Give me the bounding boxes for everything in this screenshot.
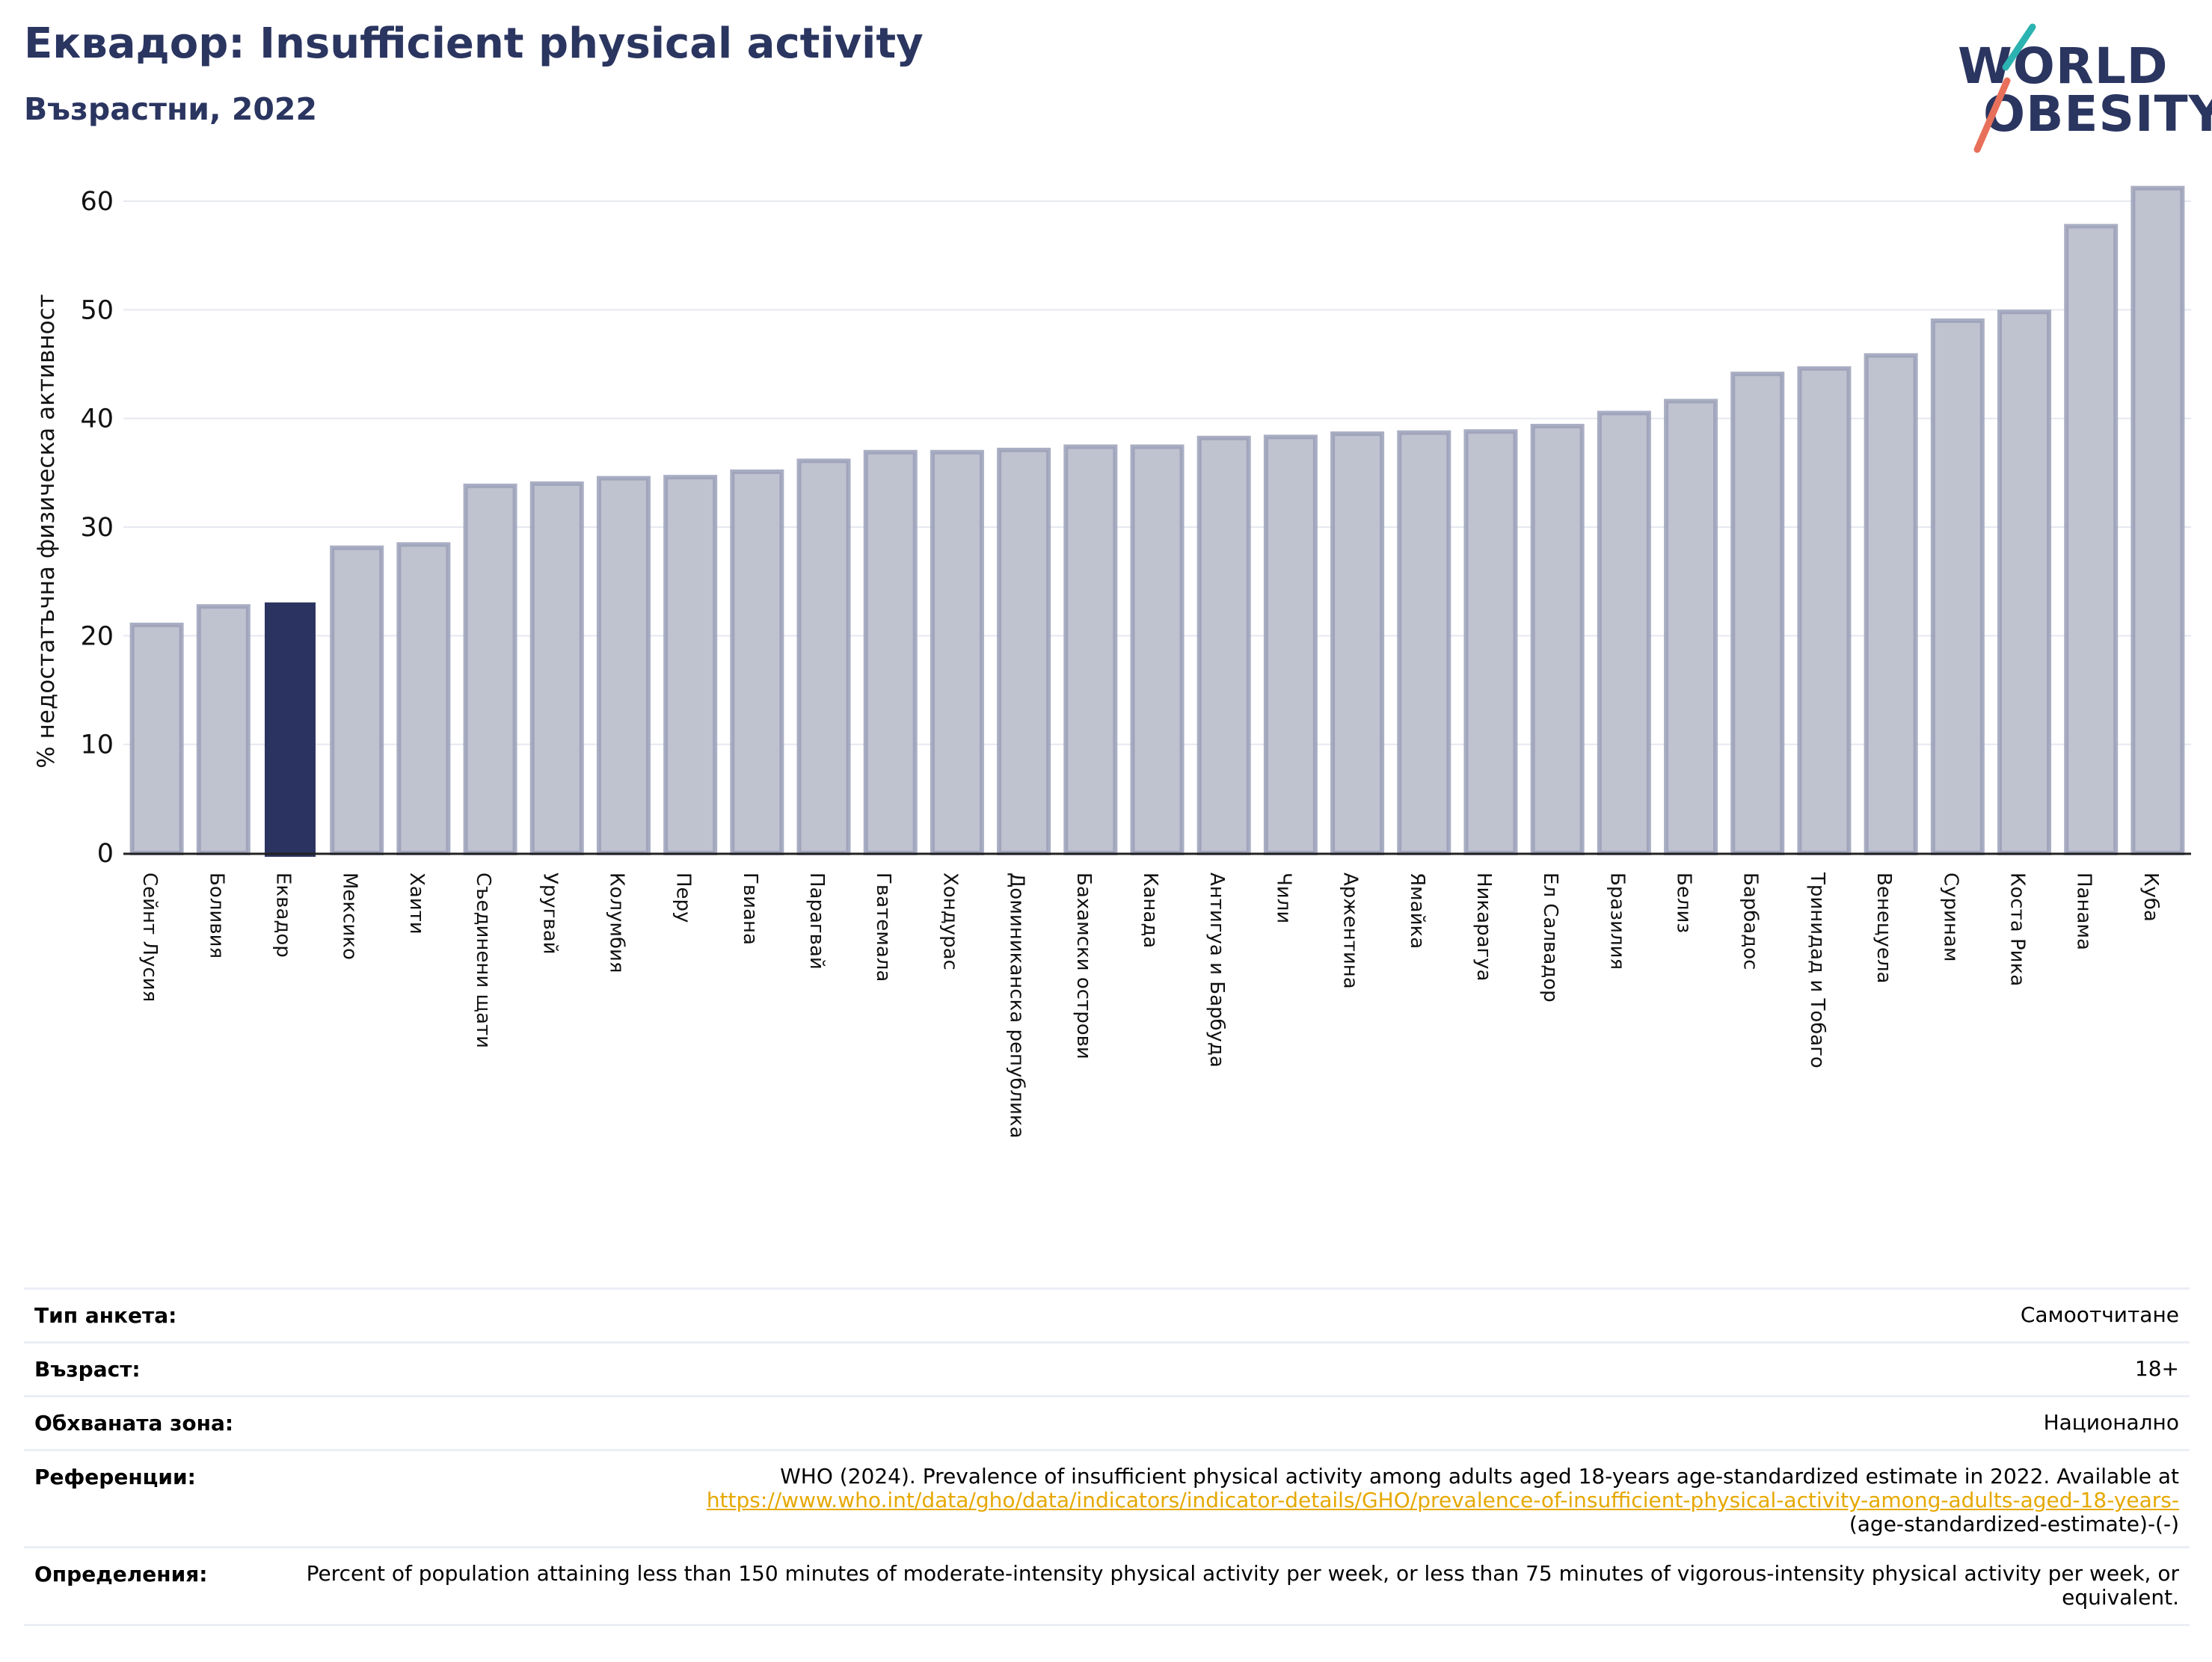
area-value: Национално (2043, 1410, 2179, 1435)
bar-highlighted (264, 602, 316, 857)
age-value: 18+ (2134, 1356, 2179, 1381)
bar (863, 449, 918, 855)
category-label: Чили (1272, 872, 1294, 923)
bar (1463, 429, 1518, 855)
category-label: Белиз (1673, 872, 1695, 933)
bar-chart: 0 10 20 30 40 50 60 Сейнт Лусия Боливия Еквадор М… (33, 185, 2191, 1139)
info-table: Тип анкета: Самоотчитане Възраст: 18+ Об… (24, 1287, 2190, 1626)
area-label: Обхваната зона: (34, 1411, 234, 1435)
info-row-definitions: Определения: Percent of population attai… (24, 1548, 2190, 1626)
bar (930, 449, 984, 855)
info-row-area: Обхваната зона: Национално (24, 1397, 2190, 1451)
category-label: Никарагуа (1472, 872, 1495, 982)
category-label: Ел Салвадор (1539, 872, 1561, 1003)
y-tick-labels: 0 10 20 30 40 50 60 (80, 187, 114, 869)
category-label: Бахамски острови (1072, 872, 1095, 1059)
category-label: Сейнт Лусия (138, 872, 161, 1002)
references-label: Референции: (34, 1465, 196, 1489)
bar (1330, 431, 1385, 855)
category-label: Ямайка (1406, 872, 1428, 949)
survey-value: Самоотчитане (2020, 1302, 2179, 1327)
category-label: Венецуела (1872, 872, 1895, 983)
y-tick-label: 20 (80, 621, 114, 651)
category-label: Коста Рика (2006, 872, 2029, 986)
world-obesity-logo: WORLD OBESITY (1944, 21, 2212, 156)
bar (596, 475, 651, 855)
logo-slash-icon (1973, 23, 2036, 153)
bar (1730, 372, 1785, 855)
category-label: Боливия (205, 872, 227, 958)
bar (1263, 434, 1318, 855)
references-tail: (age-standardized-estimate)-(-) (1849, 1512, 2179, 1537)
age-label: Възраст: (34, 1357, 141, 1382)
category-label: Парагвай (805, 872, 828, 970)
bar (1797, 366, 1852, 856)
bar (1864, 353, 1918, 855)
definitions-value: Percent of population attaining less tha… (306, 1561, 2179, 1610)
page-title: Еквадор: Insufficient physical activity (24, 19, 924, 68)
category-label: Хондурас (938, 872, 961, 970)
category-labels: Сейнт Лусия Боливия Еквадор Мексико Хаити Съе… (138, 872, 2162, 1139)
bar (1130, 444, 1185, 855)
bar (1196, 435, 1251, 855)
references-text: WHO (2024). Prevalence of insufficient p… (780, 1464, 2179, 1489)
definitions-label: Определения: (34, 1562, 208, 1586)
category-label: Барбадос (1739, 872, 1762, 970)
category-label: Бразилия (1606, 872, 1628, 970)
y-tick-label: 60 (80, 187, 114, 217)
bar (196, 604, 251, 855)
bar (1063, 444, 1118, 855)
category-label: Гвиана (739, 872, 761, 945)
y-axis-label: % недостатъчна физическа активност (33, 294, 60, 768)
category-label: Колумбия (605, 872, 627, 973)
bar (2064, 224, 2119, 855)
category-label: Мексико (339, 872, 361, 960)
info-row-age: Възраст: 18+ (24, 1344, 2190, 1397)
bar (2130, 185, 2185, 856)
y-tick-label: 0 (97, 839, 114, 869)
bar (1597, 410, 1651, 855)
y-tick-label: 50 (80, 295, 114, 325)
category-label: Доминиканска република (1006, 872, 1028, 1139)
page-subtitle: Възрастни, 2022 (24, 91, 317, 127)
info-row-survey: Тип анкета: Самоотчитане (24, 1290, 2190, 1344)
bar (1664, 398, 1718, 855)
bar (1530, 423, 1585, 855)
logo-word-obesity: OBESITY (1983, 85, 2212, 143)
bar (796, 458, 851, 855)
references-link[interactable]: https://www.who.int/data/gho/data/indica… (706, 1488, 2179, 1513)
category-label: Хаити (405, 872, 428, 935)
category-label: Аржентина (1339, 872, 1362, 989)
y-tick-label: 40 (80, 404, 114, 434)
category-label: Куба (2139, 872, 2162, 922)
y-tick-label: 30 (80, 513, 114, 543)
category-label: Съединени щати (472, 872, 494, 1048)
bar (1997, 310, 2052, 856)
category-label: Канада (1139, 872, 1161, 948)
bar (730, 469, 784, 855)
bar (1930, 318, 1985, 855)
bar (663, 475, 718, 856)
bar (1397, 430, 1451, 855)
category-label: Суринам (1939, 872, 1961, 962)
logo-word-world: WORLD (1958, 37, 2169, 95)
references-value: WHO (2024). Prevalence of insufficient p… (226, 1464, 2179, 1537)
category-label: Антигуа и Барбуда (1205, 872, 1228, 1068)
y-tick-label: 10 (80, 730, 114, 760)
survey-label: Тип анкета: (34, 1303, 177, 1328)
category-label: Перу (672, 872, 695, 923)
bar (330, 545, 384, 855)
bar (529, 481, 584, 855)
bar (129, 622, 184, 855)
info-row-references: Референции: WHO (2024). Prevalence of in… (24, 1451, 2190, 1548)
category-label: Уругвай (538, 872, 561, 955)
category-label: Еквадор (271, 872, 294, 958)
bars (129, 185, 2185, 857)
category-label: Гватемала (872, 872, 894, 982)
category-label: Тринидад и Тобаго (1806, 872, 1828, 1068)
bar (396, 542, 451, 855)
bar (463, 483, 517, 855)
bar (997, 447, 1051, 855)
category-label: Панама (2073, 872, 2095, 950)
